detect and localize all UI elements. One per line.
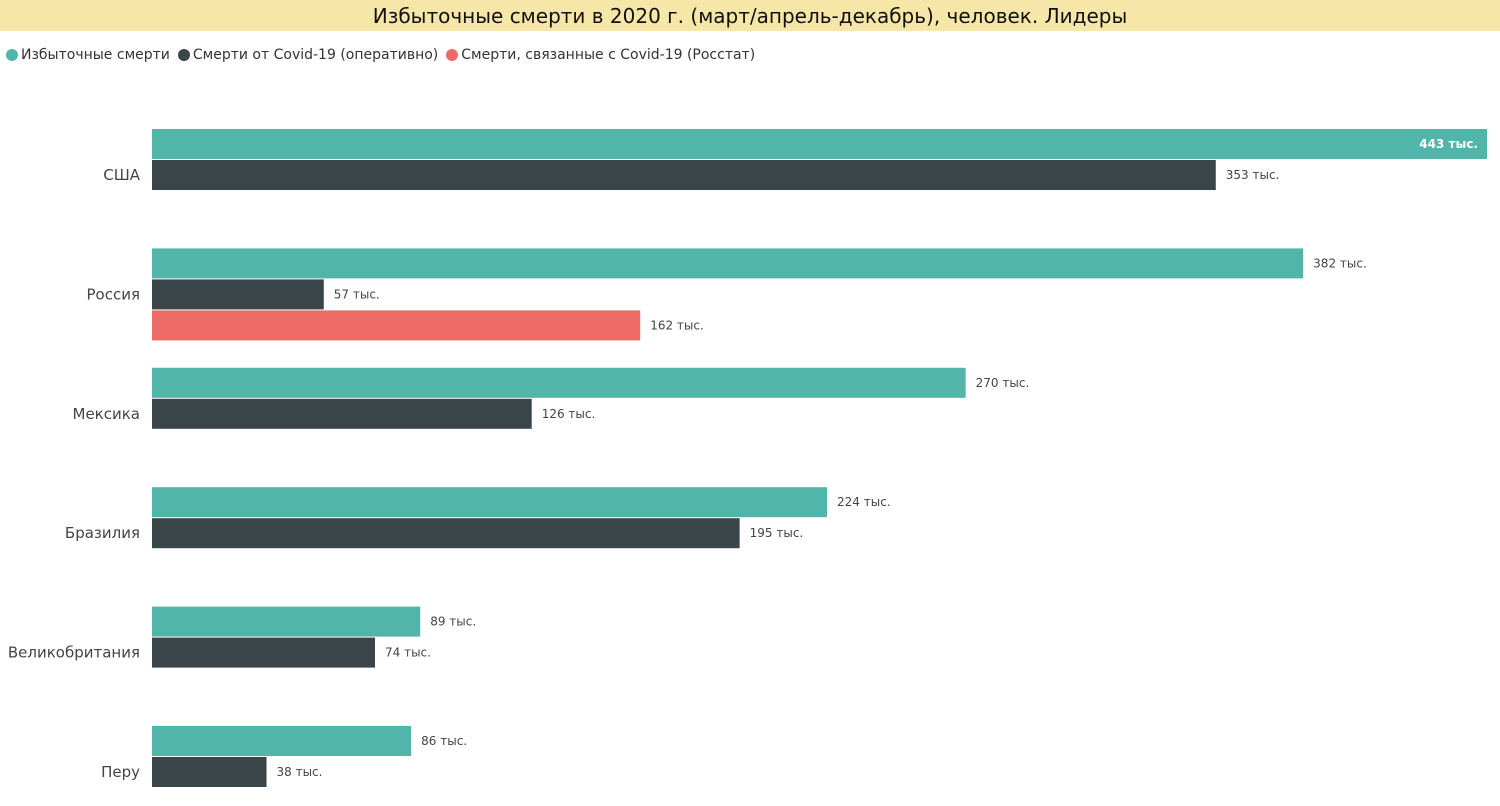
data-label: 38 тыс. (277, 765, 323, 779)
legend-item-excess[interactable]: Избыточные смерти (6, 47, 170, 63)
bar[interactable] (152, 606, 421, 637)
bar[interactable] (152, 487, 828, 518)
data-label: 195 тыс. (750, 526, 804, 540)
bar[interactable] (152, 129, 1487, 159)
data-label: 57 тыс. (334, 287, 380, 301)
category-label: Россия (87, 285, 141, 303)
legend-label-excess: Избыточные смерти (21, 47, 170, 63)
data-label: 126 тыс. (542, 407, 596, 421)
legend-dot-excess-icon (6, 49, 18, 61)
bar-group: Мексика 270 тыс. 126 тыс. (73, 367, 1030, 429)
bar[interactable] (152, 279, 324, 310)
chart-legend: Избыточные смерти Смерти от Covid-19 (оп… (6, 45, 763, 65)
bar[interactable] (152, 637, 376, 668)
bar-group: Россия 382 тыс. 57 тыс. 162 тыс. (87, 248, 1367, 341)
category-label: Мексика (73, 405, 140, 423)
bar[interactable] (152, 248, 1304, 279)
bar-group: США 443 тыс. 353 тыс. (103, 129, 1487, 190)
bar[interactable] (152, 367, 966, 398)
category-label: Бразилия (65, 524, 140, 542)
bar-group: Великобритания 89 тыс. 74 тыс. (8, 606, 476, 668)
legend-dot-covid-rosstat-icon (446, 49, 459, 61)
category-label: Великобритания (8, 644, 140, 662)
legend-item-covid-rosstat[interactable]: Смерти, связанные с Covid-19 (Росстат) (446, 47, 755, 63)
data-label: 382 тыс. (1313, 256, 1367, 270)
data-label: 89 тыс. (430, 615, 476, 629)
bar-group: Перу 86 тыс. 38 тыс. (101, 726, 467, 787)
bar[interactable] (152, 757, 267, 787)
chart-title: Избыточные смерти в 2020 г. (март/апрель… (372, 3, 1128, 28)
data-label: 74 тыс. (385, 646, 431, 660)
bar-group: Бразилия 224 тыс. 195 тыс. (65, 487, 891, 549)
data-label: 270 тыс. (976, 376, 1030, 390)
data-label: 353 тыс. (1226, 168, 1280, 182)
chart-title-bar: Избыточные смерти в 2020 г. (март/апрель… (0, 0, 1500, 31)
data-label: 86 тыс. (421, 734, 467, 748)
legend-label-covid-operational: Смерти от Covid-19 (оперативно) (192, 47, 439, 63)
legend-item-covid-operational[interactable]: Смерти от Covid-19 (оперативно) (177, 47, 439, 63)
legend-label-covid-rosstat: Смерти, связанные с Covid-19 (Росстат) (461, 47, 756, 63)
data-label: 443 тыс. (1419, 137, 1478, 151)
bar[interactable] (152, 398, 532, 429)
data-label: 224 тыс. (837, 495, 891, 509)
data-label: 162 тыс. (650, 318, 704, 332)
category-label: Перу (101, 763, 140, 781)
bar[interactable] (152, 726, 412, 756)
category-label: США (103, 166, 141, 184)
bar[interactable] (152, 160, 1216, 190)
bar[interactable] (152, 310, 641, 341)
bar[interactable] (152, 518, 740, 549)
legend-dot-covid-operational-icon (177, 49, 190, 61)
